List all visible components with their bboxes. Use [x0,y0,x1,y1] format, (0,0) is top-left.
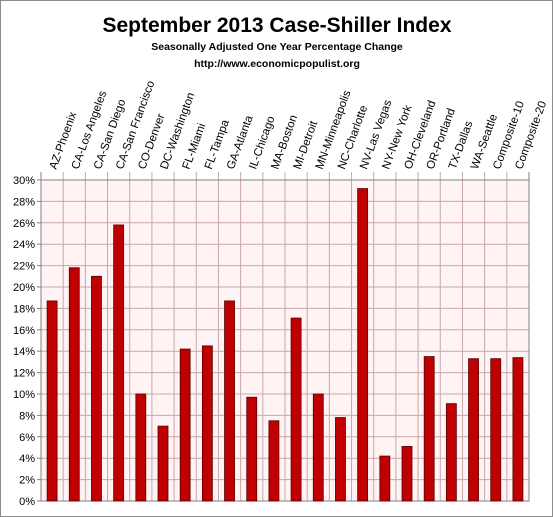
bar-il-chicago [246,396,258,502]
bar-az-phoenix [46,300,58,502]
bar-fl-tampa [201,345,213,502]
y-tick-label: 16% [13,325,35,337]
bar-mn-minneapolis [312,393,324,502]
y-tick-label: 0% [19,496,35,508]
y-tick-label: 28% [13,196,35,208]
bar-ca-los-angeles [68,267,80,502]
y-tick-label: 8% [19,410,35,422]
plot-border [40,179,530,502]
y-tick-label: 20% [13,282,35,294]
bar-mi-detroit [290,317,302,502]
y-tick-label: 14% [13,346,35,358]
bar-co-denver [135,393,147,502]
bar-ca-san-francisco [113,224,125,502]
bar-tx-dallas [445,403,457,502]
y-tick-label: 18% [13,303,35,315]
bar-fl-miami [179,348,191,502]
bar-wa-seattle [468,358,479,502]
y-tick-label: 26% [13,218,35,230]
y-tick-label: 6% [19,432,35,444]
bar-nc-charlotte [335,417,346,502]
y-tick-label: 12% [13,368,35,380]
bar-ny-new-york [379,455,391,502]
bar-nv-las-vegas [357,188,369,502]
bar-oh-cleveland [401,446,413,502]
bar-or-portland [423,356,435,502]
plot-area: 0% 2% 4% 6% 8% 10% 12% 14% 16% 18% 20% 22% 24% 26% 28%… [13,79,549,508]
bar-ga-atlanta [224,300,235,502]
y-tick-label: 22% [13,261,35,273]
chart-title: September 2013 Case-Shiller Index [103,14,452,37]
bar-ma-boston [268,420,280,502]
bar-ca-san-diego [91,275,102,502]
bar-composite-10 [490,358,502,502]
y-tick-label: 30% [13,175,35,187]
y-tick-label: 2% [19,475,35,487]
y-tick-label: 10% [13,389,35,401]
bar-composite-20 [512,357,524,502]
chart-subtitle: Seasonally Adjusted One Year Percentage … [151,41,403,53]
bar-dc-washington [157,425,169,502]
y-tick-label: 4% [19,453,35,465]
y-tick-label: 24% [13,239,35,251]
chart-source: http://www.economicpopulist.org [194,58,360,70]
